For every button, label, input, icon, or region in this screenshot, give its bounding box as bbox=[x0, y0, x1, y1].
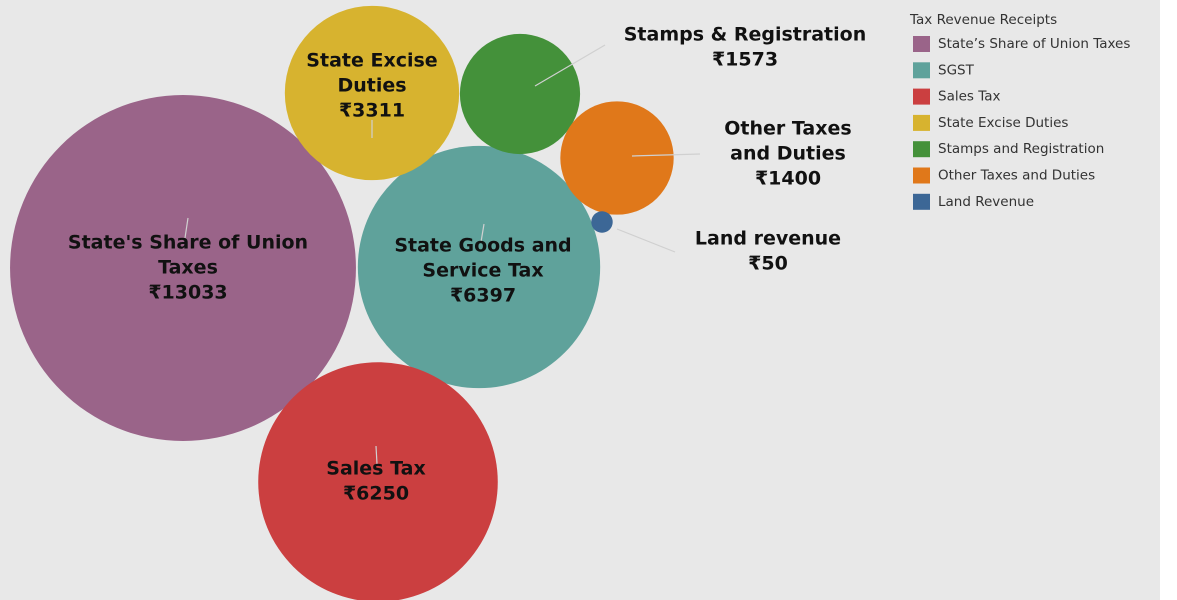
bubble-value-label: ₹3311 bbox=[339, 100, 405, 122]
legend-swatch bbox=[913, 114, 930, 131]
bubble-value-label: ₹1400 bbox=[755, 168, 821, 190]
legend-label: Land Revenue bbox=[938, 194, 1034, 210]
legend-label: State Excise Duties bbox=[938, 115, 1068, 131]
bubble-label: State's Share of Union bbox=[68, 232, 308, 254]
bubble-value-label: ₹50 bbox=[748, 253, 788, 275]
legend-swatch bbox=[913, 36, 930, 52]
legend-swatch bbox=[913, 193, 930, 210]
bubble-label: Sales Tax bbox=[326, 458, 425, 480]
bubble bbox=[258, 362, 498, 600]
leader-line bbox=[480, 223, 485, 243]
legend-swatch bbox=[913, 62, 930, 79]
bubble-value-label: ₹1573 bbox=[712, 49, 778, 71]
bubble-label: Other Taxes bbox=[724, 118, 851, 140]
legend-label: State’s Share of Union Taxes bbox=[938, 36, 1130, 52]
leader-line bbox=[184, 217, 189, 239]
bubble-label: Land revenue bbox=[695, 228, 841, 250]
bubble bbox=[560, 101, 674, 215]
legend-swatch bbox=[913, 141, 930, 158]
legend-label: Sales Tax bbox=[938, 89, 1001, 105]
bubble-label: State Goods and bbox=[394, 235, 571, 257]
bubble bbox=[459, 33, 581, 155]
bubble-label: State Excise bbox=[306, 50, 437, 72]
bubble-value-label: ₹6250 bbox=[343, 483, 409, 505]
bubble-value-label: ₹6397 bbox=[450, 285, 516, 307]
bubble-label: Stamps & Registration bbox=[624, 24, 866, 46]
bubble-label: Taxes bbox=[158, 257, 218, 279]
bubble bbox=[357, 145, 601, 389]
bubble-value-label: ₹13033 bbox=[148, 282, 227, 304]
leader-line bbox=[616, 228, 676, 253]
leader-line bbox=[631, 153, 701, 157]
bubble-label: and Duties bbox=[730, 143, 846, 165]
legend-title: Tax Revenue Receipts bbox=[909, 12, 1057, 28]
leader-line bbox=[375, 445, 378, 465]
legend-label: Other Taxes and Duties bbox=[938, 168, 1095, 184]
bubble bbox=[591, 211, 613, 233]
legend-swatch bbox=[913, 167, 930, 184]
legend-label: SGST bbox=[938, 62, 975, 78]
bubble-label: Duties bbox=[337, 75, 406, 97]
legend-label: Stamps and Registration bbox=[938, 141, 1104, 157]
legend-swatch bbox=[913, 88, 930, 105]
bubble-label: Service Tax bbox=[422, 260, 543, 282]
bubble bbox=[284, 5, 460, 181]
bubble bbox=[10, 95, 356, 441]
leader-line bbox=[534, 44, 606, 87]
